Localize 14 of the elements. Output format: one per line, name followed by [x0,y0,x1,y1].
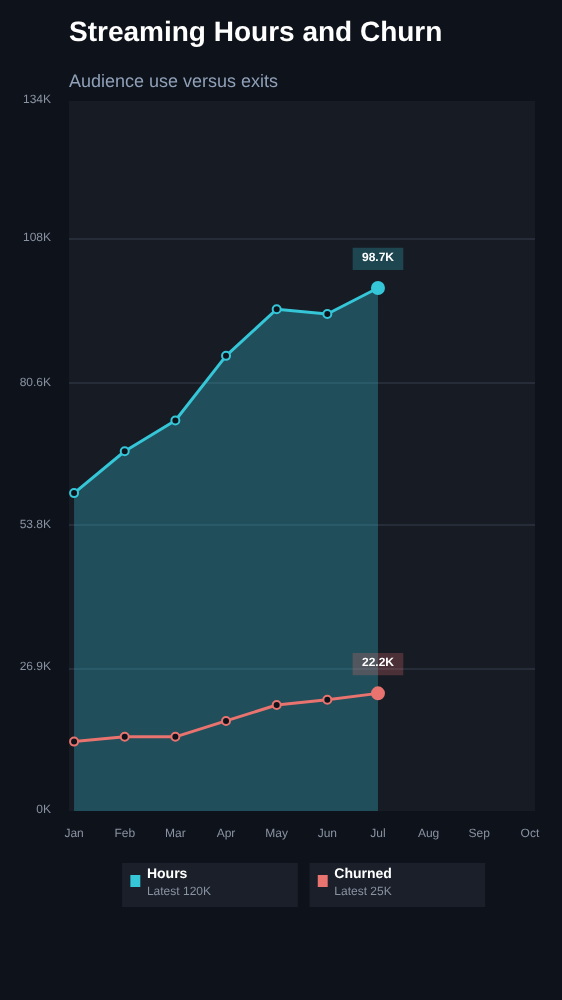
point [221,715,232,726]
point [221,350,232,361]
chart-subtitle: Audience use versus exits [69,71,280,91]
point [119,446,130,457]
point [271,304,282,315]
point [170,731,181,742]
point [69,736,80,747]
chart-title: Streaming Hours and Churn [69,15,443,47]
point [170,415,181,426]
point [322,694,333,705]
point [69,488,80,499]
point [322,309,333,319]
point [271,700,282,711]
point [119,731,130,742]
